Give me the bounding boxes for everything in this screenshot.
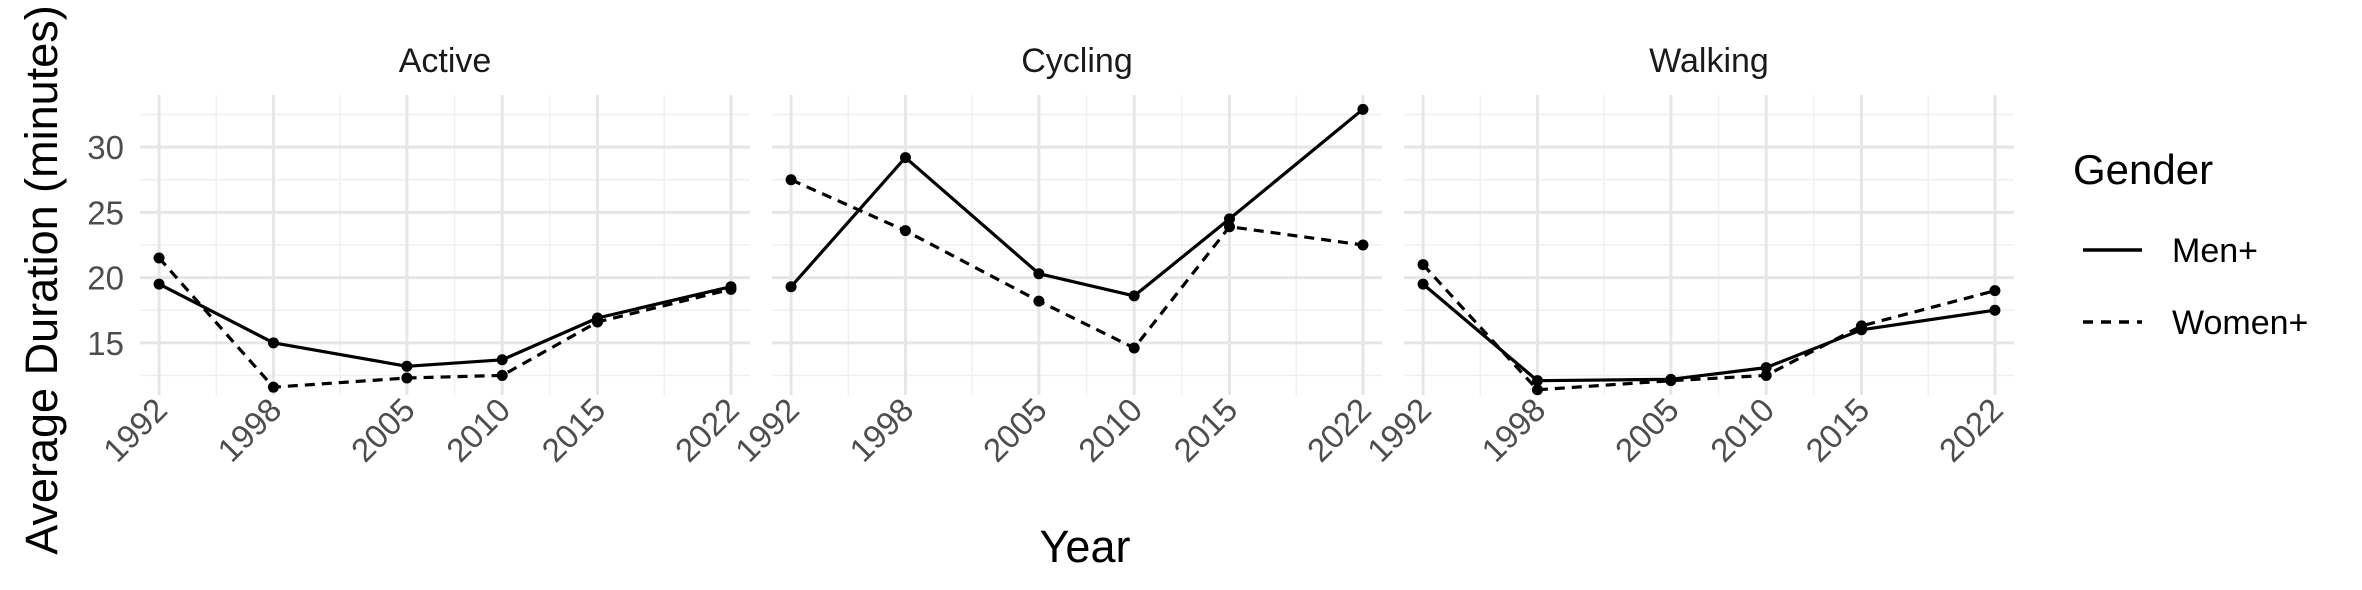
- data-point: [1128, 342, 1140, 354]
- y-tick-label: 20: [87, 260, 124, 297]
- facet-label: Cycling: [1021, 42, 1132, 80]
- panel-walking: [1404, 95, 2014, 396]
- panel-cycling: [772, 95, 1382, 395]
- data-point: [592, 316, 603, 328]
- x-tick-label: 2010: [1071, 391, 1149, 469]
- panels-layer: [140, 95, 2014, 396]
- data-point: [1417, 278, 1429, 290]
- data-point: [267, 381, 279, 393]
- series-line-men: [158, 282, 732, 368]
- data-point: [401, 372, 413, 384]
- data-point: [1665, 375, 1677, 387]
- y-axis-title: Average Duration (minutes): [16, 5, 67, 554]
- data-point: [1531, 375, 1543, 387]
- x-tick-label: 1992: [728, 391, 806, 469]
- x-tick-label: 2005: [976, 391, 1054, 469]
- data-point: [1128, 290, 1140, 302]
- series-line-women: [790, 178, 1364, 350]
- x-tick-label: 2022: [1932, 391, 2010, 469]
- data-point: [496, 354, 508, 366]
- data-point: [1531, 384, 1543, 396]
- data-point: [1856, 320, 1867, 332]
- facet-label: Walking: [1649, 42, 1769, 80]
- data-point: [401, 360, 413, 372]
- data-point: [1224, 221, 1235, 233]
- series-line-women: [157, 256, 732, 389]
- data-point: [1357, 239, 1369, 251]
- series-line-men: [789, 108, 1364, 298]
- data-point: [899, 225, 911, 237]
- x-tick-label: 1998: [210, 391, 288, 469]
- x-tick-label: 2022: [1300, 391, 1378, 469]
- legend: Gender Men+ Women+: [2073, 146, 2308, 342]
- data-point: [267, 337, 279, 349]
- x-tick-label: 2015: [1166, 391, 1244, 469]
- data-point: [785, 174, 797, 186]
- data-point: [496, 369, 508, 381]
- data-point: [785, 281, 797, 293]
- legend-label-women: Women+: [2172, 304, 2308, 342]
- x-tick-label: 1992: [96, 391, 174, 469]
- facet-strips: Active Cycling Walking: [399, 42, 1769, 80]
- data-point: [899, 152, 911, 164]
- y-tick-label: 15: [87, 325, 124, 362]
- series-line-women: [1421, 263, 1996, 392]
- x-tick-label: 1992: [1360, 391, 1438, 469]
- data-point: [1357, 103, 1369, 115]
- data-point: [1033, 268, 1045, 280]
- data-point: [1989, 304, 2001, 316]
- x-tick-label: 2010: [439, 391, 517, 469]
- data-point: [1417, 259, 1429, 271]
- facet-label: Active: [399, 42, 492, 80]
- y-tick-label: 30: [87, 129, 124, 166]
- x-tick-label: 2005: [1608, 391, 1686, 469]
- legend-label-men: Men+: [2172, 232, 2258, 270]
- legend-title: Gender: [2073, 146, 2213, 193]
- panel-active: [140, 95, 750, 395]
- data-point: [1224, 213, 1235, 225]
- x-axis-title: Year: [1040, 521, 1131, 572]
- x-tick-label: 2015: [1798, 391, 1876, 469]
- x-tick-label: 2010: [1703, 391, 1781, 469]
- y-tick-label: 25: [87, 194, 124, 231]
- data-point: [725, 283, 737, 295]
- x-tick-label: 2005: [344, 391, 422, 469]
- data-point: [1033, 295, 1045, 307]
- series-line-men: [1422, 282, 1996, 383]
- y-tick-labels: 15 20 25 30: [87, 129, 124, 362]
- data-point: [1989, 285, 2001, 297]
- data-point: [153, 278, 165, 290]
- x-tick-label: 1998: [1474, 391, 1552, 469]
- data-point: [1760, 362, 1772, 374]
- x-tick-label: 2022: [668, 391, 746, 469]
- x-tick-label: 1998: [842, 391, 920, 469]
- x-tick-label: 2015: [534, 391, 612, 469]
- data-point: [153, 252, 165, 264]
- data-point: [1760, 369, 1772, 381]
